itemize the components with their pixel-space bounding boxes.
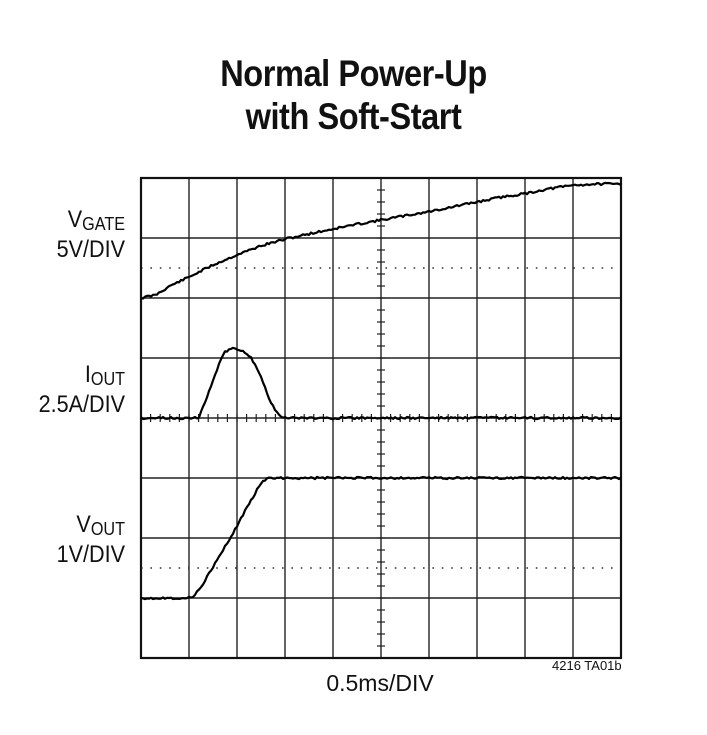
iout-scale: 2.5A/DIV xyxy=(38,391,125,418)
title-line-1: Normal Power-Up xyxy=(220,53,487,94)
vout-label: VOUT 1V/DIV xyxy=(57,512,125,568)
vgate-label-main: V xyxy=(67,206,83,233)
vout-label-main: V xyxy=(76,511,91,538)
vout-label-sub: OUT xyxy=(90,519,125,539)
x-axis-label: 0.5ms/DIV xyxy=(326,670,434,696)
vgate-label-sub: GATE xyxy=(82,214,125,234)
iout-label: IOUT 2.5A/DIV xyxy=(39,362,125,418)
iout-label-main: I xyxy=(84,361,91,388)
title-line-2: with Soft-Start xyxy=(245,96,462,137)
iout-label-sub: OUT xyxy=(90,369,125,389)
figure-code: 4216 TA01b xyxy=(552,658,622,673)
vgate-label: VGATE 5V/DIV xyxy=(57,207,125,263)
trace-vgate xyxy=(140,181,622,300)
chart-title: Normal Power-Up with Soft-Start xyxy=(42,52,664,138)
trace-vout xyxy=(140,475,622,601)
vout-scale: 1V/DIV xyxy=(56,541,125,568)
trace-iout xyxy=(140,346,622,421)
vgate-scale: 5V/DIV xyxy=(56,236,125,263)
